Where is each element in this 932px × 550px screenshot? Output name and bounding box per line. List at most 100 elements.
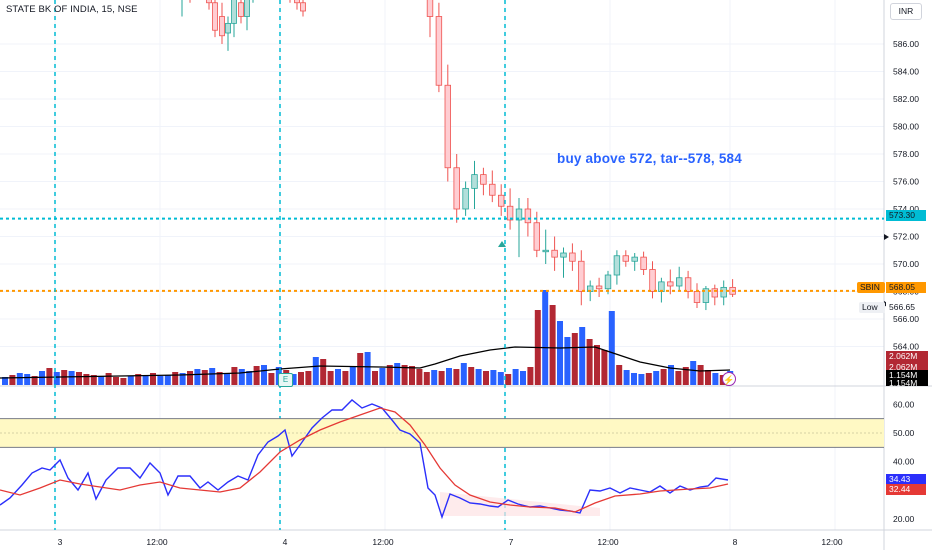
candle-body	[667, 281, 674, 287]
time-label-1: 12:00	[146, 537, 168, 547]
volume-bar	[120, 378, 127, 385]
volume-bar	[105, 373, 112, 385]
candle-body	[711, 288, 718, 298]
volume-bar	[542, 290, 549, 385]
volume-bar	[261, 365, 267, 385]
rsi-red-tag: 32.44	[886, 484, 926, 495]
candle-body	[300, 2, 306, 12]
volume-bar	[238, 369, 245, 385]
candle-body	[684, 277, 692, 292]
volume-bar	[586, 339, 593, 385]
volume-bar	[298, 372, 304, 385]
volume-bar	[31, 376, 38, 385]
volume-bar	[290, 374, 297, 385]
time-label-2: 4	[283, 537, 288, 547]
volume-bar	[394, 363, 401, 385]
candle-body	[613, 255, 621, 276]
volume-bar	[409, 366, 415, 385]
volume-bar	[690, 361, 697, 385]
candle-body	[720, 286, 727, 298]
chart-annotation-text[interactable]: buy above 572, tar--578, 584	[557, 151, 742, 166]
indicator-tick-3: 20.00	[893, 514, 915, 524]
volume-bar	[2, 377, 8, 385]
candle-body	[497, 194, 505, 207]
candle-body	[604, 274, 612, 290]
candle-body	[489, 183, 496, 196]
volume-tag-3: 1.154M	[886, 370, 928, 381]
volume-bar	[157, 376, 164, 385]
volume-bar	[46, 368, 53, 385]
price-tick-11: 564.00	[893, 342, 919, 352]
volume-bar	[497, 372, 504, 385]
candle-body	[702, 288, 710, 303]
time-label-6: 8	[733, 537, 738, 547]
candle-body	[225, 22, 231, 34]
candle-body	[294, 0, 300, 4]
candle-body	[551, 249, 558, 258]
currency-button[interactable]: INR	[890, 3, 922, 20]
candle-body	[676, 277, 683, 287]
candle-body	[453, 167, 460, 210]
volume-bar	[475, 369, 482, 385]
candle-body	[631, 256, 638, 262]
volume-bar	[668, 365, 674, 385]
candle-body	[231, 0, 237, 24]
price-tick-4: 578.00	[893, 149, 919, 159]
volume-bar	[601, 350, 608, 385]
volume-bar	[483, 371, 489, 385]
time-label-3: 12:00	[372, 537, 394, 547]
candle-body	[444, 84, 451, 169]
volume-bar	[268, 373, 275, 385]
volume-bar	[9, 375, 16, 385]
volume-bar	[224, 373, 230, 385]
volume-bar	[660, 369, 667, 385]
volume-bar	[39, 371, 45, 385]
candle-body	[515, 208, 523, 221]
indicator-tick-1: 50.00	[893, 428, 915, 438]
candle-body	[238, 2, 244, 17]
indicator-tick-0: 60.00	[893, 399, 915, 409]
rsi-blue-line	[0, 399, 729, 520]
volume-bar	[194, 369, 201, 385]
volume-bar	[705, 370, 711, 385]
volume-bar	[549, 305, 556, 385]
volume-bar	[682, 367, 689, 385]
volume-bar	[564, 337, 571, 385]
volume-bar	[164, 375, 171, 385]
price-arrow-icon	[884, 234, 889, 240]
volume-bar	[246, 371, 253, 385]
volume-bar	[172, 372, 179, 385]
lightning-icon[interactable]: ⚡	[722, 372, 736, 386]
candle-body	[524, 208, 532, 224]
volume-bar	[645, 373, 652, 385]
volume-bar	[379, 368, 386, 385]
time-label-4: 7	[509, 537, 514, 547]
volume-bar	[349, 366, 356, 385]
volume-bar	[675, 371, 682, 385]
volume-bar	[142, 375, 149, 385]
symbol-title[interactable]: STATE BK OF INDIA, 15, NSE	[6, 4, 138, 15]
volume-tag-4: 1.154M	[886, 378, 928, 386]
candle-body	[569, 252, 576, 262]
volume-bar	[423, 372, 430, 385]
volume-bar	[401, 365, 408, 385]
volume-bar	[327, 371, 334, 385]
volume-bar	[446, 368, 452, 385]
volume-bar	[386, 365, 393, 385]
volume-bar	[16, 373, 23, 385]
low-value-tag: 566.65	[886, 302, 926, 313]
volume-bar	[631, 373, 637, 385]
candle-body	[649, 269, 656, 292]
volume-bar	[68, 371, 75, 385]
price-tick-1: 584.00	[893, 67, 919, 77]
volume-tag-2: 2.062M	[886, 362, 928, 373]
volume-bar	[216, 372, 223, 385]
volume-bar	[638, 374, 645, 385]
volume-bar	[431, 370, 438, 385]
candle-body	[480, 174, 487, 185]
volume-bar	[616, 365, 623, 385]
rsi-blue-tag: 34.43	[886, 474, 926, 485]
candle-body	[212, 2, 218, 31]
earnings-marker-icon[interactable]: E	[278, 373, 293, 387]
